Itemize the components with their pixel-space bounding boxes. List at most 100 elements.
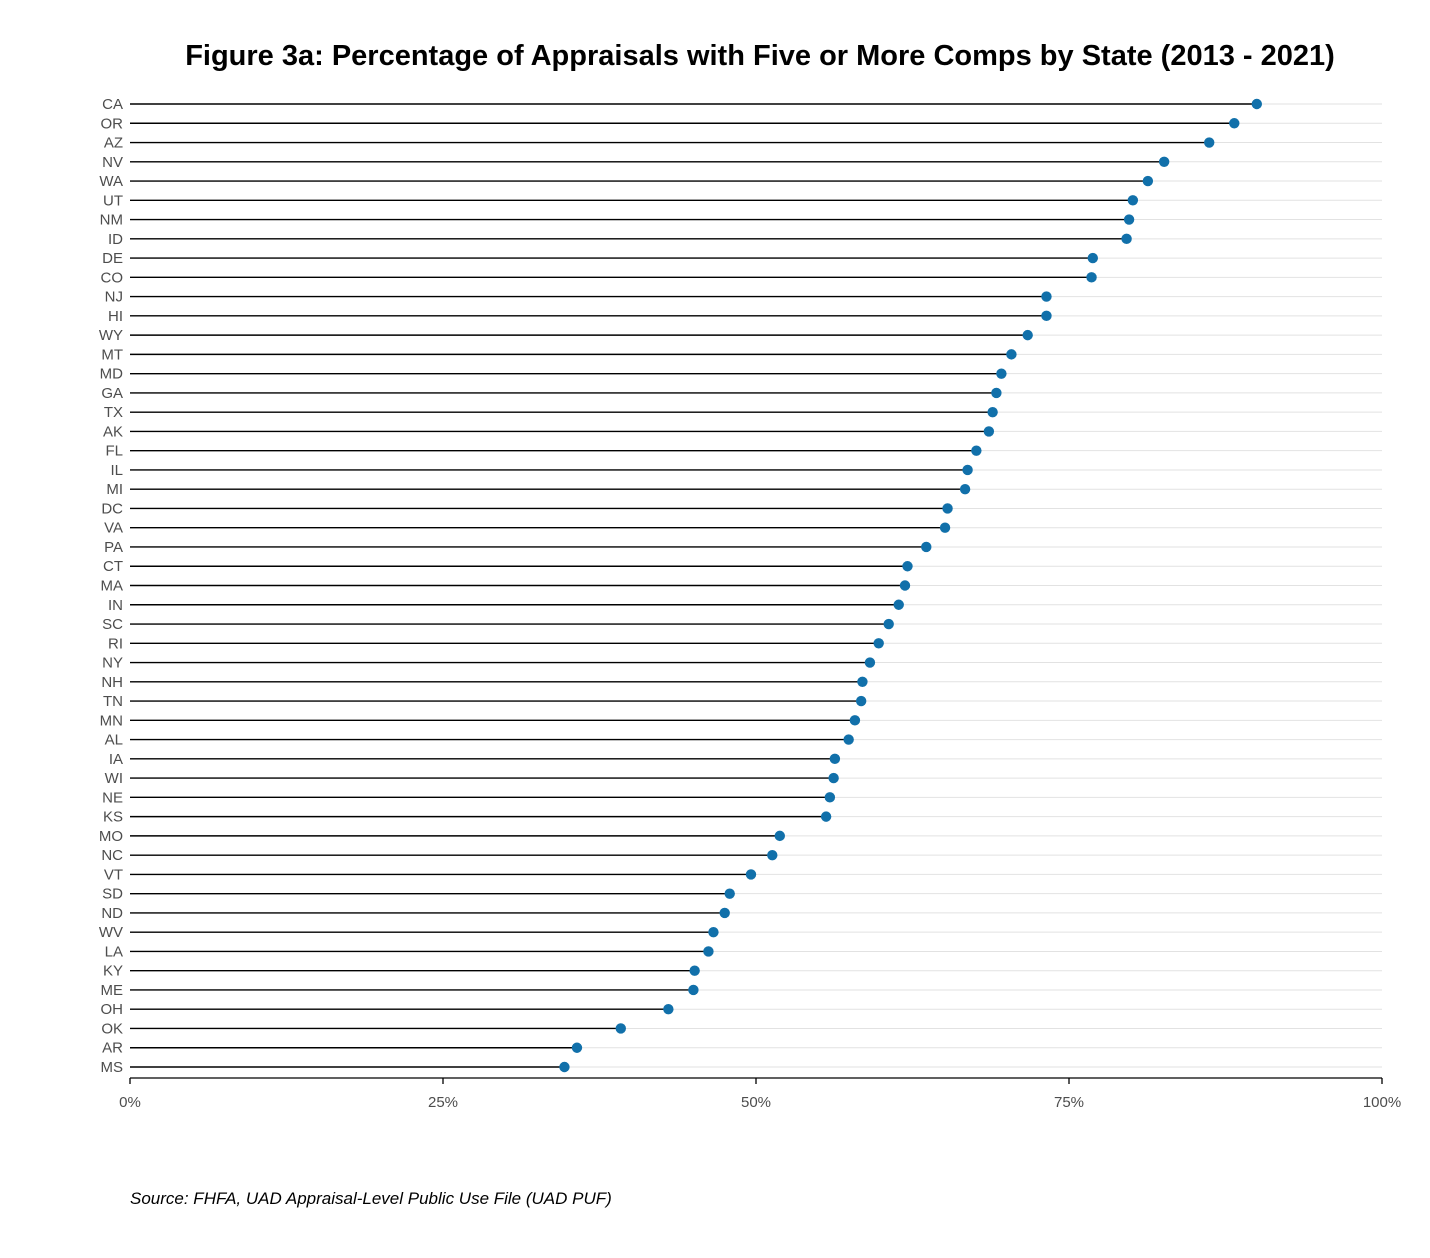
y-tick-label-fl: FL: [105, 443, 123, 460]
y-tick-label-ny: NY: [102, 655, 123, 672]
lollipop-dot-nm: [1123, 214, 1135, 225]
lollipop-dot-mn: [849, 715, 861, 726]
x-tick-label: 50%: [741, 1094, 771, 1111]
y-tick-label-nm: NM: [100, 212, 123, 229]
lollipop-dot-il: [962, 464, 973, 476]
lollipop-dot-pa: [921, 541, 932, 553]
y-tick-label-mn: MN: [100, 712, 123, 729]
y-tick-label-de: DE: [102, 250, 123, 267]
x-tick-label: 100%: [1363, 1094, 1401, 1111]
lollipop-dot-ri: [873, 638, 884, 649]
lollipop-dot-vt: [745, 869, 757, 880]
x-tick-label: 0%: [119, 1094, 141, 1111]
y-tick-label-ca: CA: [102, 96, 123, 113]
lollipop-dot-al: [843, 734, 854, 745]
lollipop-dot-nv: [1158, 156, 1170, 167]
lollipop-dot-sd: [724, 888, 735, 899]
lollipop-stems: [130, 103, 1257, 1068]
y-tick-label-oh: OH: [101, 1001, 124, 1018]
lollipop-dot-az: [1204, 137, 1215, 148]
lollipop-dot-la: [703, 946, 714, 957]
y-tick-label-md: MD: [100, 366, 123, 383]
y-tick-label-ga: GA: [101, 385, 123, 402]
lollipop-dot-ny: [864, 657, 876, 668]
y-tick-label-ok: OK: [101, 1020, 123, 1037]
y-tick-label-hi: HI: [108, 308, 123, 325]
lollipop-dot-ca: [1251, 98, 1263, 110]
y-tick-label-il: IL: [110, 462, 123, 479]
lollipop-dot-ne: [824, 792, 836, 803]
y-tick-label-wa: WA: [99, 173, 123, 190]
y-tick-label-dc: DC: [101, 500, 123, 517]
x-axis: 0% 25% 50% 75% 100%: [119, 1077, 1401, 1111]
y-tick-label-id: ID: [108, 231, 123, 248]
lollipop-dot-va: [939, 522, 951, 533]
y-tick-label-ks: KS: [103, 809, 123, 826]
lollipop-dot-mi: [959, 484, 971, 495]
y-tick-label-mt: MT: [101, 346, 123, 363]
lollipop-dot-id: [1121, 233, 1132, 245]
lollipop-dot-co: [1086, 272, 1097, 283]
y-tick-label-ne: NE: [102, 789, 123, 806]
lollipop-dot-sc: [883, 618, 894, 630]
y-tick-label-la: LA: [105, 943, 123, 960]
y-tick-label-wv: WV: [99, 924, 123, 941]
y-tick-label-nc: NC: [101, 847, 123, 864]
lollipop-dot-me: [688, 984, 699, 996]
y-tick-label-ia: IA: [109, 751, 123, 768]
lollipop-dot-nd: [719, 907, 730, 919]
y-tick-label-ri: RI: [108, 635, 123, 652]
lollipop-dot-ma: [899, 580, 911, 591]
y-tick-label-co: CO: [101, 269, 124, 286]
y-tick-label-al: AL: [105, 732, 123, 749]
chart-title: Figure 3a: Percentage of Appraisals with…: [185, 40, 1335, 72]
y-tick-label-ky: KY: [103, 963, 123, 980]
y-tick-label-or: OR: [101, 115, 124, 132]
lollipop-dot-hi: [1041, 310, 1052, 322]
y-tick-label-nh: NH: [101, 674, 123, 691]
lollipop-dot-ut: [1127, 195, 1139, 206]
lollipop-dot-ia: [829, 753, 841, 765]
y-tick-label-mi: MI: [106, 481, 123, 498]
lollipop-dot-wa: [1142, 175, 1154, 187]
y-tick-label-ut: UT: [103, 192, 123, 209]
lollipop-dot-dc: [942, 503, 953, 514]
lollipop-dot-wy: [1022, 329, 1033, 341]
y-tick-label-tn: TN: [103, 693, 123, 710]
y-tick-label-wy: WY: [99, 327, 123, 344]
y-tick-label-pa: PA: [104, 539, 123, 556]
y-tick-label-tx: TX: [104, 404, 123, 421]
lollipop-dot-ga: [991, 387, 1002, 399]
y-tick-label-nd: ND: [101, 905, 123, 922]
lollipop-dot-or: [1229, 118, 1240, 129]
x-tick-label: 25%: [428, 1094, 458, 1111]
y-tick-label-va: VA: [104, 520, 123, 537]
y-tick-label-sc: SC: [102, 616, 123, 633]
lollipop-dot-ar: [571, 1042, 583, 1053]
lollipop-dot-ky: [689, 965, 700, 976]
lollipop-dot-ct: [902, 561, 913, 572]
y-tick-label-wi: WI: [105, 770, 123, 787]
y-tick-label-me: ME: [101, 982, 124, 999]
lollipop-dot-mo: [774, 830, 785, 842]
lollipop-dot-fl: [971, 445, 982, 456]
lollipop-dot-nj: [1041, 291, 1052, 302]
lollipop-dot-wi: [828, 772, 839, 784]
y-tick-label-vt: VT: [104, 866, 123, 883]
lollipop-dot-ms: [559, 1061, 570, 1073]
y-tick-label-ms: MS: [101, 1059, 124, 1076]
lollipop-dot-wv: [708, 926, 719, 938]
chart-source-note: Source: FHFA, UAD Appraisal-Level Public…: [130, 1189, 612, 1208]
lollipop-dots: [559, 98, 1263, 1073]
y-tick-label-in: IN: [108, 597, 123, 614]
lollipop-dot-ks: [820, 811, 832, 822]
y-tick-label-az: AZ: [104, 135, 123, 152]
lollipop-dot-md: [996, 368, 1007, 379]
lollipop-dot-tn: [855, 695, 867, 707]
lollipop-dot-de: [1087, 252, 1098, 264]
y-tick-label-mo: MO: [99, 828, 123, 845]
lollipop-dot-mt: [1006, 349, 1017, 360]
lollipop-dot-in: [893, 599, 904, 610]
y-axis-tick-labels: CA OR AZ NV WA UT NM ID DE CO NJ HI WY MT MD GA TX AK FL IL…: [99, 96, 123, 1076]
